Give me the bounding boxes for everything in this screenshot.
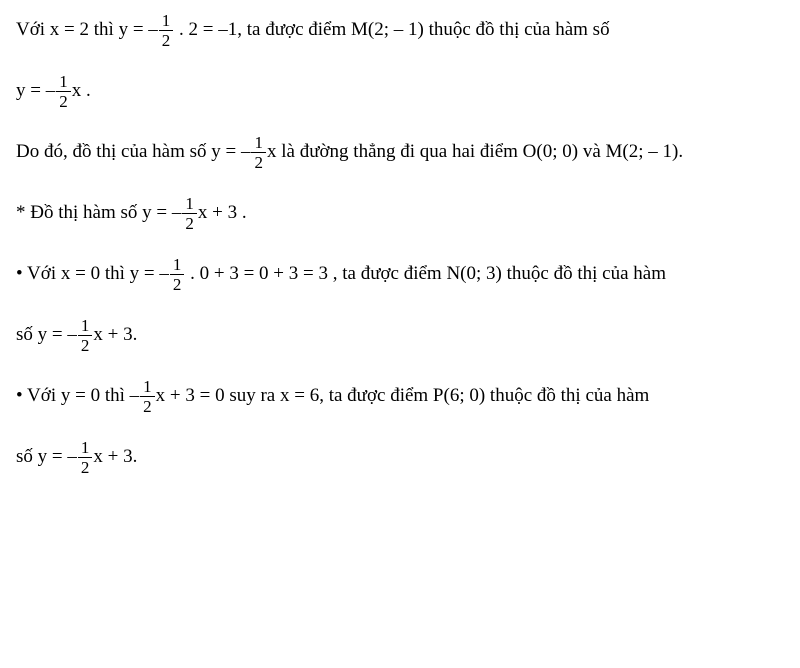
expr: y = bbox=[38, 324, 68, 345]
paragraph-4b: số y = –12x + 3. bbox=[16, 317, 784, 354]
expr: y = bbox=[119, 19, 149, 40]
minus-sign: – bbox=[241, 141, 251, 162]
fraction-one-half: 12 bbox=[251, 134, 266, 171]
fraction-one-half: 12 bbox=[78, 439, 93, 476]
minus-sign: – bbox=[67, 324, 77, 345]
expr: y = bbox=[130, 263, 160, 284]
text: • Với y = 0 thì bbox=[16, 385, 130, 406]
text: • Với x = 0 thì bbox=[16, 263, 130, 284]
text: Do đó, đồ thị của hàm số bbox=[16, 141, 211, 162]
value: 1 bbox=[228, 19, 238, 40]
text: Với x = 2 thì bbox=[16, 19, 119, 40]
minus-sign: – bbox=[218, 19, 228, 40]
paragraph-1: Với x = 2 thì y = –12 . 2 = –1, ta được … bbox=[16, 12, 784, 49]
fraction-one-half: 12 bbox=[78, 317, 93, 354]
paragraph-3: * Đồ thị hàm số y = –12x + 3 . bbox=[16, 195, 784, 232]
expr: . 0 + 3 = 0 + 3 = 3 bbox=[185, 263, 332, 284]
minus-sign: – bbox=[67, 446, 77, 467]
minus-sign: – bbox=[46, 80, 56, 101]
text: , ta được điểm M(2; – 1) thuộc đồ thị củ… bbox=[237, 19, 609, 40]
paragraph-5: • Với y = 0 thì –12x + 3 = 0 suy ra x = … bbox=[16, 378, 784, 415]
expr: y = bbox=[142, 202, 172, 223]
expr: y = bbox=[38, 446, 68, 467]
expr: x bbox=[267, 141, 281, 162]
minus-sign: – bbox=[159, 263, 169, 284]
expr: y = bbox=[211, 141, 241, 162]
expr: x + 3. bbox=[93, 324, 137, 345]
text: là đường thẳng đi qua hai điểm O(0; 0) v… bbox=[281, 141, 683, 162]
fraction-one-half: 12 bbox=[182, 195, 197, 232]
paragraph-2: Do đó, đồ thị của hàm số y = –12x là đườ… bbox=[16, 134, 784, 171]
fraction-one-half: 12 bbox=[140, 378, 155, 415]
text: , ta được điểm N(0; 3) thuộc đồ thị của … bbox=[333, 263, 666, 284]
expr: x + 3. bbox=[93, 446, 137, 467]
text: suy ra x = 6, ta được điểm P(6; 0) thuộc… bbox=[229, 385, 649, 406]
expr: x + 3 = 0 bbox=[156, 385, 225, 406]
paragraph-1b: y = –12x . bbox=[16, 73, 784, 110]
expr: y = bbox=[16, 80, 46, 101]
fraction-one-half: 12 bbox=[170, 256, 185, 293]
expr: x + 3 . bbox=[198, 202, 247, 223]
paragraph-5b: số y = –12x + 3. bbox=[16, 439, 784, 476]
fraction-one-half: 12 bbox=[159, 12, 174, 49]
minus-sign: – bbox=[172, 202, 182, 223]
text: số bbox=[16, 324, 38, 345]
expr: x . bbox=[72, 80, 91, 101]
minus-sign: – bbox=[130, 385, 140, 406]
text: * Đồ thị hàm số bbox=[16, 202, 142, 223]
text: số bbox=[16, 446, 38, 467]
expr: . 2 = bbox=[174, 19, 218, 40]
fraction-one-half: 12 bbox=[56, 73, 71, 110]
paragraph-4: • Với x = 0 thì y = –12 . 0 + 3 = 0 + 3 … bbox=[16, 256, 784, 293]
minus-sign: – bbox=[148, 19, 158, 40]
